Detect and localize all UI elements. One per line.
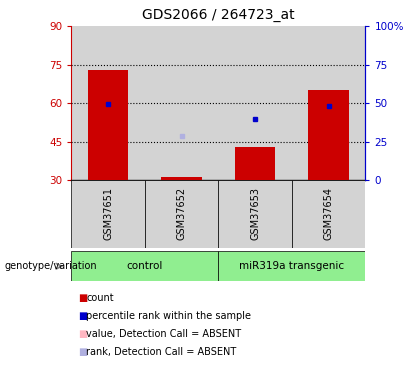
Bar [218, 251, 365, 281]
Bar [292, 180, 365, 248]
Bar [71, 251, 218, 281]
Text: ■: ■ [78, 329, 87, 339]
Text: miR319a transgenic: miR319a transgenic [239, 261, 344, 271]
Bar [161, 177, 202, 180]
Bar [71, 26, 145, 180]
Text: ■: ■ [78, 347, 87, 357]
Bar [88, 70, 129, 180]
Text: percentile rank within the sample: percentile rank within the sample [86, 311, 251, 321]
Text: rank, Detection Call = ABSENT: rank, Detection Call = ABSENT [86, 347, 236, 357]
Title: GDS2066 / 264723_at: GDS2066 / 264723_at [142, 9, 295, 22]
Bar [145, 26, 218, 180]
Text: control: control [127, 261, 163, 271]
Bar [235, 147, 276, 180]
Text: value, Detection Call = ABSENT: value, Detection Call = ABSENT [86, 329, 241, 339]
Text: ■: ■ [78, 311, 87, 321]
Text: ■: ■ [78, 293, 87, 303]
Bar [292, 26, 365, 180]
Bar [145, 180, 218, 248]
Bar [218, 26, 292, 180]
Text: GSM37654: GSM37654 [324, 187, 333, 240]
Bar [71, 180, 145, 248]
Bar [218, 180, 292, 248]
Text: GSM37651: GSM37651 [103, 187, 113, 240]
Text: count: count [86, 293, 114, 303]
Text: GSM37653: GSM37653 [250, 187, 260, 240]
Text: GSM37652: GSM37652 [177, 187, 186, 240]
Text: genotype/variation: genotype/variation [4, 261, 97, 271]
Bar [308, 90, 349, 180]
